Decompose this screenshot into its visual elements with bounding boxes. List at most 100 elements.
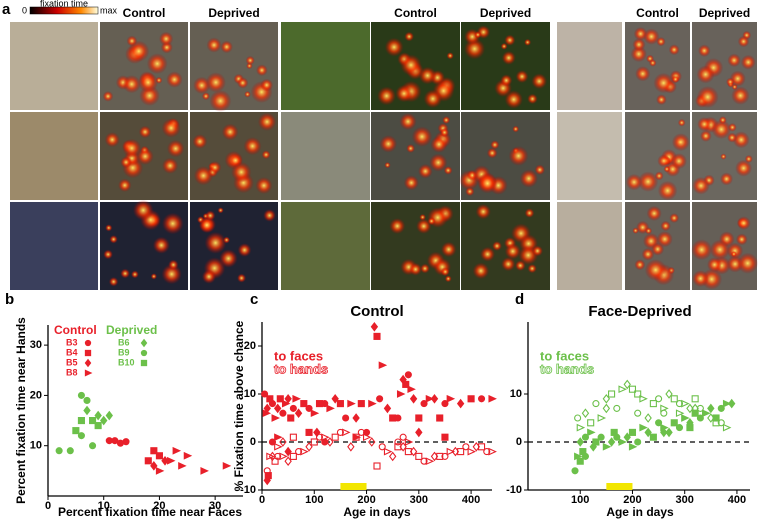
heat-blob xyxy=(527,94,537,104)
point xyxy=(156,453,162,459)
point xyxy=(593,439,599,445)
legend-marker xyxy=(141,350,146,355)
point xyxy=(398,391,405,397)
heat-blob xyxy=(535,164,546,175)
point xyxy=(223,463,230,469)
point xyxy=(629,429,635,435)
legend-label: B6 xyxy=(118,337,130,347)
heat-blob xyxy=(385,38,404,57)
point xyxy=(416,453,422,459)
legend-label: B8 xyxy=(66,367,78,377)
heat-blob xyxy=(151,273,157,279)
heat-blob xyxy=(632,38,645,51)
chart-title: Face-Deprived xyxy=(588,303,691,320)
heat-blob xyxy=(515,260,526,271)
point xyxy=(390,453,396,461)
point xyxy=(577,425,584,431)
heat-blob xyxy=(103,250,113,260)
heat-blob xyxy=(205,232,227,254)
heat-blob xyxy=(440,128,449,137)
heat-blob xyxy=(209,90,231,112)
point xyxy=(280,410,286,416)
heat-blob xyxy=(118,179,131,192)
heat-blob xyxy=(512,126,519,133)
point xyxy=(348,443,354,451)
heat-blob xyxy=(500,74,512,86)
page: a 0 fixation time max ControlDeprivedCon… xyxy=(0,0,758,523)
heat-blob xyxy=(697,86,719,108)
y-axis-label: % Fixation time above chance xyxy=(232,320,246,491)
heat-blob xyxy=(727,133,737,143)
column-header: Deprived xyxy=(480,6,531,20)
point xyxy=(78,392,84,398)
legend-marker xyxy=(141,340,146,347)
panel-label: a xyxy=(2,1,11,18)
x-tick-label: 300 xyxy=(410,494,428,506)
point xyxy=(290,453,296,459)
point xyxy=(432,395,438,403)
point xyxy=(572,468,578,474)
heat-blob xyxy=(478,174,498,194)
heat-blob xyxy=(207,38,222,53)
heat-blob xyxy=(509,146,529,166)
point xyxy=(687,425,693,431)
point xyxy=(84,407,90,415)
heat-blob xyxy=(726,78,735,87)
legend-label: to hands xyxy=(274,361,328,376)
point xyxy=(479,396,485,402)
heat-blob xyxy=(720,153,726,159)
point xyxy=(593,401,599,407)
legend-label: B9 xyxy=(118,347,130,357)
heat-blob xyxy=(473,263,490,280)
point xyxy=(73,428,79,434)
point xyxy=(640,425,647,431)
legend-label: B3 xyxy=(66,337,78,347)
heat-blob xyxy=(737,216,751,230)
point xyxy=(337,401,343,407)
x-tick-label: 0 xyxy=(259,494,265,506)
x-axis-label: Percent fixation time near Faces xyxy=(58,505,242,519)
heat-blob xyxy=(465,187,474,196)
heat-blob xyxy=(389,218,405,234)
point xyxy=(379,362,386,368)
point xyxy=(377,396,383,402)
heat-blob xyxy=(419,67,437,85)
heat-blob xyxy=(441,242,456,257)
x-tick-label: 200 xyxy=(357,494,375,506)
column-header: Deprived xyxy=(208,6,259,20)
photo xyxy=(10,202,98,290)
heat-blob xyxy=(697,117,711,131)
y-tick-label: 0 xyxy=(250,436,256,448)
heat-blob xyxy=(138,72,158,92)
point xyxy=(588,420,594,426)
heat-blob xyxy=(516,70,529,83)
chart-title: Control xyxy=(350,303,403,320)
heat-blob xyxy=(162,158,178,174)
photo xyxy=(281,22,370,110)
point xyxy=(374,333,380,339)
point xyxy=(629,444,636,450)
heat-blob xyxy=(220,41,232,53)
heat-blob xyxy=(237,274,246,283)
heat-blob xyxy=(501,43,508,50)
point xyxy=(290,434,296,440)
point xyxy=(301,401,307,407)
y-tick-label: 0 xyxy=(516,436,522,448)
point xyxy=(293,396,300,402)
legend-marker xyxy=(85,360,90,367)
y-tick-label: 10 xyxy=(510,388,522,400)
heat-blob xyxy=(441,267,450,276)
x-tick-label: 100 xyxy=(305,494,323,506)
point xyxy=(676,425,682,431)
heat-blob xyxy=(238,243,252,257)
heat-blob xyxy=(671,153,687,169)
point xyxy=(708,405,714,413)
heat-blob xyxy=(727,54,740,67)
heat-blob xyxy=(635,66,650,81)
heat-blob xyxy=(653,73,673,93)
y-tick-label: 20 xyxy=(30,389,42,401)
heat-blob xyxy=(424,89,443,108)
heat-blob xyxy=(159,32,173,46)
point xyxy=(468,449,475,455)
point xyxy=(84,397,90,403)
